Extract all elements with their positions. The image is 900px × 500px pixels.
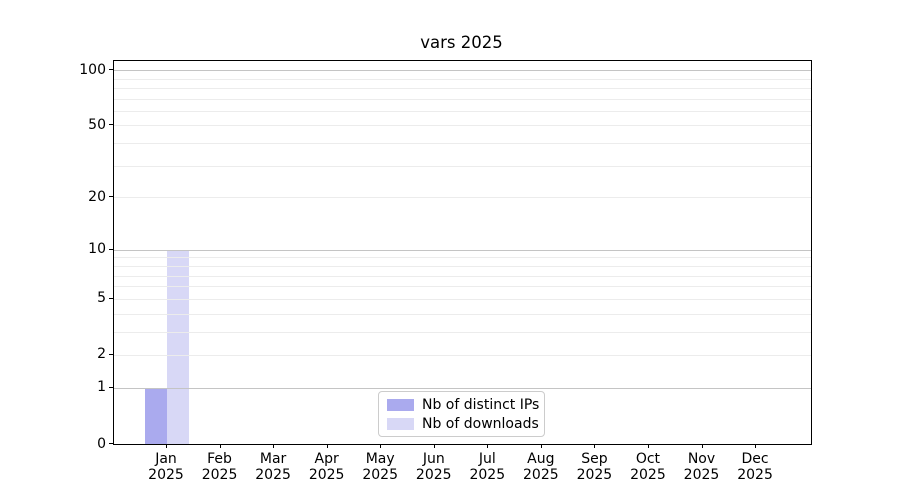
bar-nb-of-distinct-ips-jan	[145, 387, 167, 444]
gridline-major	[114, 70, 811, 72]
x-tick-label: Oct 2025	[630, 451, 666, 483]
legend-item-distinct-ips: Nb of distinct IPs	[387, 397, 544, 413]
y-tick-label: 20	[88, 188, 106, 205]
y-tick-label: 50	[88, 116, 106, 133]
y-tick-label: 10	[88, 241, 106, 258]
y-tick-label: 2	[97, 346, 106, 363]
y-tick-label: 5	[97, 290, 106, 307]
legend: Nb of distinct IPs Nb of downloads	[378, 391, 545, 437]
gridline-minor	[114, 197, 811, 199]
gridline-minor	[114, 78, 811, 80]
gridline-minor	[114, 98, 811, 100]
x-tick-mark	[701, 444, 703, 448]
gridline-minor	[114, 110, 811, 112]
y-tick-mark	[109, 124, 113, 126]
y-tick-label: 1	[97, 379, 106, 396]
x-tick-mark	[594, 444, 596, 448]
x-tick-mark	[326, 444, 328, 448]
x-tick-mark	[273, 444, 275, 448]
gridline-minor	[114, 331, 811, 333]
y-tick-mark	[109, 386, 113, 388]
x-tick-label: Aug 2025	[523, 451, 559, 483]
x-tick-mark	[433, 444, 435, 448]
y-tick-mark	[109, 69, 113, 71]
x-tick-label: Jul 2025	[469, 451, 506, 483]
y-tick-mark	[109, 297, 113, 299]
y-tick-label: 0	[97, 435, 106, 452]
gridline-minor	[114, 313, 811, 315]
bar-nb-of-downloads-jan	[167, 249, 189, 444]
gridline-minor	[114, 265, 811, 267]
y-tick-label: 100	[79, 61, 106, 78]
bars-layer	[114, 61, 811, 444]
gridline-minor	[114, 125, 811, 127]
legend-label-downloads: Nb of downloads	[422, 415, 539, 432]
y-tick-mark	[109, 196, 113, 198]
x-tick-mark	[647, 444, 649, 448]
legend-swatch-distinct-ips-icon	[387, 398, 414, 411]
x-tick-label: May 2025	[362, 451, 398, 483]
y-tick-mark	[109, 353, 113, 355]
x-tick-mark	[755, 444, 757, 448]
x-tick-label: Mar 2025	[255, 451, 291, 483]
x-tick-label: Nov 2025	[683, 451, 720, 483]
legend-label-distinct-ips: Nb of distinct IPs	[422, 396, 540, 413]
x-tick-mark	[166, 444, 167, 448]
plot-area	[113, 60, 812, 445]
gridline-minor	[114, 298, 811, 300]
x-tick-mark	[487, 444, 489, 448]
gridline-major	[114, 249, 811, 251]
gridline-major	[114, 387, 811, 389]
x-tick-mark	[540, 444, 542, 448]
y-tick-mark	[109, 248, 113, 250]
x-tick-label: Sep 2025	[576, 451, 613, 483]
x-tick-mark	[219, 444, 221, 448]
gridline-minor	[114, 286, 811, 288]
gridline-minor	[114, 87, 811, 89]
x-tick-label: Feb 2025	[201, 451, 238, 483]
gridline-minor	[114, 257, 811, 259]
gridline-minor	[114, 165, 811, 167]
legend-swatch-downloads-icon	[387, 417, 414, 430]
gridline-minor	[114, 275, 811, 277]
x-tick-label: Apr 2025	[308, 451, 345, 483]
y-tick-mark	[109, 443, 113, 444]
x-tick-label: Jun 2025	[415, 451, 452, 483]
x-tick-label: Jan 2025	[148, 451, 184, 483]
x-tick-label: Dec 2025	[737, 451, 773, 483]
grid-layer	[114, 61, 811, 444]
x-tick-mark	[380, 444, 382, 448]
gridline-minor	[114, 143, 811, 145]
legend-item-downloads: Nb of downloads	[387, 416, 544, 432]
gridline-minor	[114, 354, 811, 356]
chart-title: vars 2025	[420, 33, 503, 52]
